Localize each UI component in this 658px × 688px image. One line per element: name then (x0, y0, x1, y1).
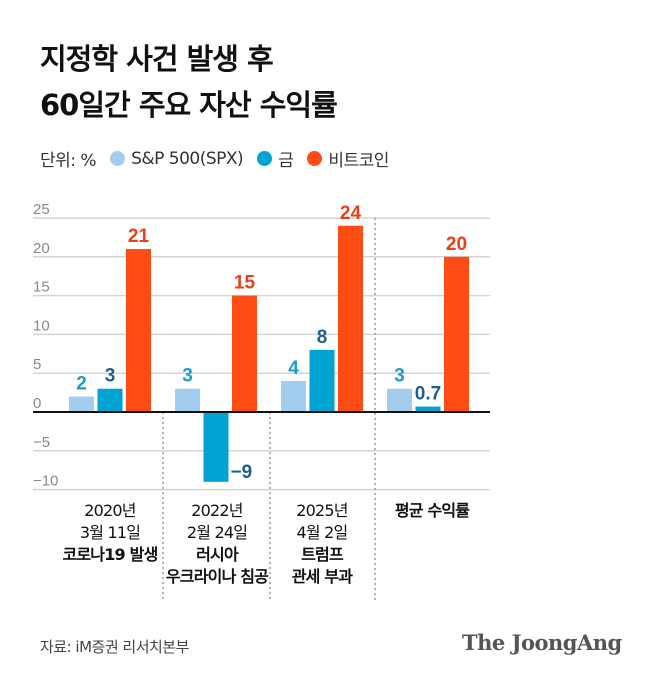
bar-gold (203, 412, 229, 482)
y-tick-label: 25 (33, 201, 50, 218)
bar-btc (338, 225, 363, 412)
category-line: 2020년 (84, 501, 136, 520)
legend: 단위: % S&P 500(SPX) 금 비트코인 (40, 146, 389, 172)
data-label: 21 (128, 226, 150, 247)
legend-label-spx: S&P 500(SPX) (131, 148, 244, 169)
bar-spx (387, 388, 412, 412)
legend-swatch-btc (307, 151, 323, 166)
data-label: 4 (288, 358, 299, 379)
category-event: 평균 수익률 (394, 501, 470, 520)
category-event: 우크라이나 침공 (165, 567, 269, 586)
legend-label-btc: 비트코인 (328, 151, 389, 171)
category-line: 2월 24일 (186, 523, 248, 542)
category-event: 러시아 (196, 545, 239, 564)
bar-btc (126, 249, 151, 412)
legend-swatch-gold (257, 151, 273, 166)
data-label: 0.7 (415, 384, 441, 405)
bar-gold (309, 349, 335, 412)
y-tick-label: 15 (33, 279, 50, 296)
legend-label-gold: 금 (278, 151, 294, 171)
bar-btc (232, 295, 257, 412)
category-line: 2025년 (296, 501, 348, 520)
chart-title-line-2: 60일간 주요 자산 수익률 (40, 88, 338, 122)
bar-spx (281, 380, 306, 412)
category-line: 2022년 (191, 501, 243, 520)
legend-swatch-spx (110, 151, 126, 166)
bar-spx (175, 388, 200, 412)
y-tick-label: −10 (33, 473, 58, 490)
data-label: 24 (340, 203, 362, 224)
bar-gold (415, 406, 441, 412)
bar-spx (69, 396, 94, 412)
data-label: −9 (231, 462, 253, 483)
data-label: 3 (394, 366, 405, 387)
data-label: 15 (234, 273, 256, 294)
unit-label: 단위: % (40, 151, 97, 171)
category-label: 평균 수익률 (352, 500, 512, 522)
data-label: 2 (76, 373, 87, 394)
y-tick-label: 10 (33, 317, 50, 334)
y-tick-label: 0 (33, 395, 41, 412)
data-label: 20 (446, 234, 467, 255)
data-label: 3 (182, 366, 193, 387)
category-event: 트럼프 (301, 545, 344, 564)
y-tick-label: −5 (33, 434, 50, 451)
category-line: 4월 2일 (296, 523, 349, 542)
category-line: 3월 11일 (79, 523, 141, 542)
source-note: 자료: iM증권 리서치본부 (40, 638, 189, 656)
y-tick-label: 5 (33, 356, 41, 373)
publisher-logo: The JoongAng (462, 630, 622, 655)
category-event: 코로나19 발생 (62, 545, 158, 564)
y-tick-label: 20 (33, 240, 50, 257)
bar-btc (444, 256, 469, 412)
chart-title-line-1: 지정학 사건 발생 후 (40, 42, 274, 76)
data-label: 8 (317, 327, 328, 348)
category-event: 관세 부과 (291, 567, 353, 586)
bar-gold (97, 388, 123, 412)
data-label: 3 (105, 366, 116, 387)
